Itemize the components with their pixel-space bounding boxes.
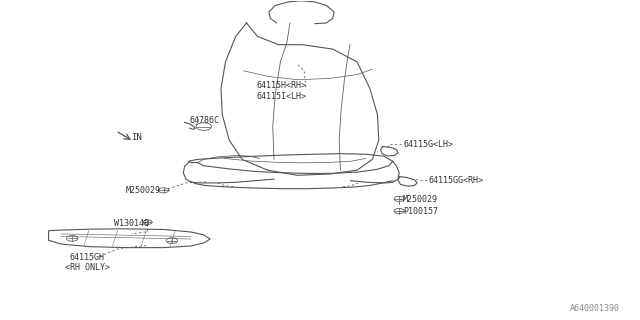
Text: M250029: M250029: [403, 195, 438, 204]
Text: P100157: P100157: [403, 207, 438, 216]
Text: 64115GH: 64115GH: [70, 253, 105, 262]
Text: 64115GG<RH>: 64115GG<RH>: [429, 176, 484, 185]
Text: 64115G<LH>: 64115G<LH>: [403, 140, 453, 149]
Text: M250029: M250029: [125, 186, 160, 195]
Text: 64115I<LH>: 64115I<LH>: [256, 92, 306, 101]
Text: W130148: W130148: [115, 219, 149, 228]
Text: A640001390: A640001390: [570, 304, 620, 313]
Text: 64786C: 64786C: [189, 116, 219, 125]
Text: 64115H<RH>: 64115H<RH>: [256, 81, 306, 90]
Text: IN: IN: [132, 132, 142, 141]
Text: <RH ONLY>: <RH ONLY>: [65, 263, 109, 272]
